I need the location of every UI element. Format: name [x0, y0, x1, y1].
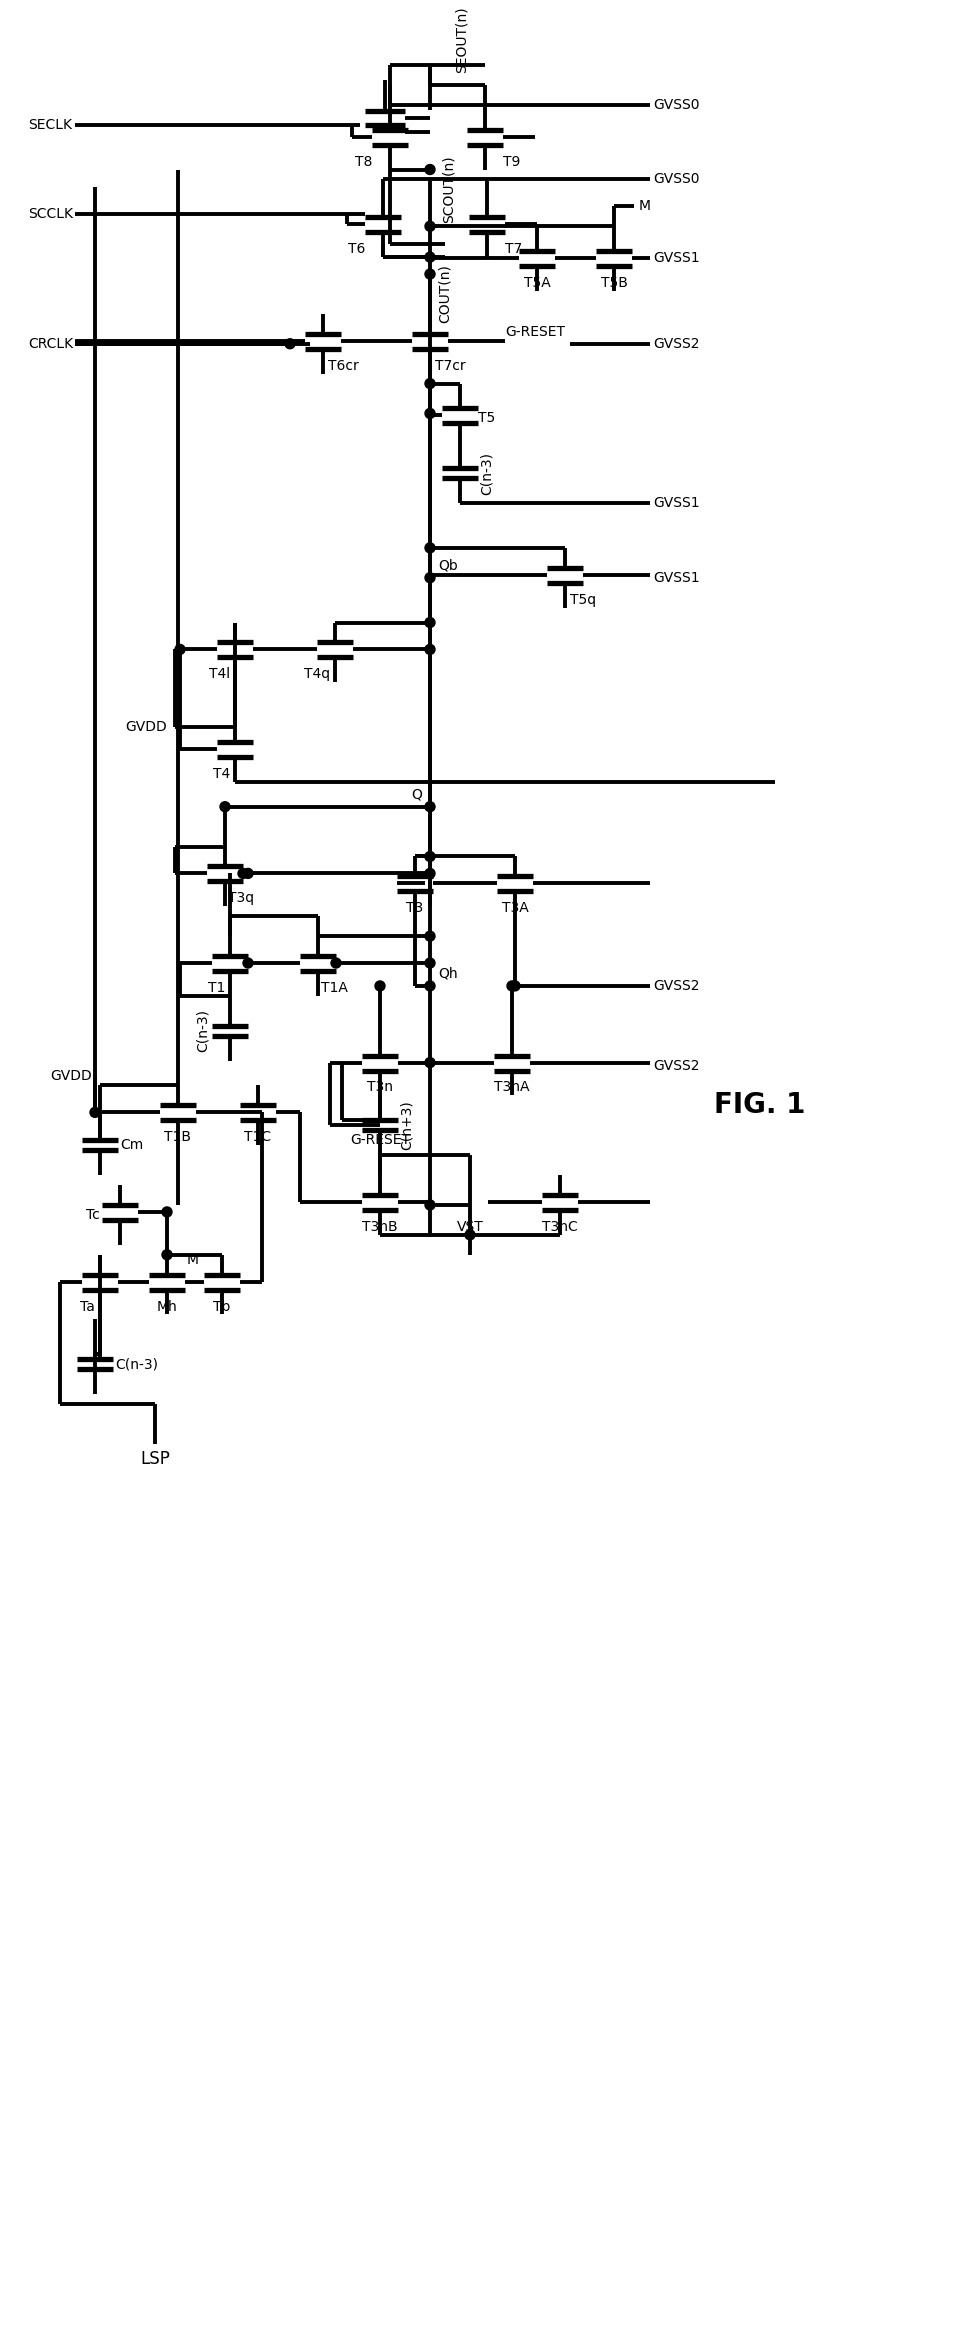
Circle shape	[425, 957, 435, 969]
Text: T1C: T1C	[244, 1130, 272, 1144]
Circle shape	[425, 644, 435, 654]
Text: T3nC: T3nC	[541, 1219, 577, 1233]
Circle shape	[330, 957, 341, 969]
Text: SECLK: SECLK	[28, 117, 72, 131]
Text: T5A: T5A	[523, 276, 550, 290]
Text: M: M	[187, 1252, 198, 1266]
Circle shape	[425, 572, 435, 584]
Circle shape	[425, 542, 435, 553]
Text: T4: T4	[213, 766, 230, 780]
Text: FIG. 1: FIG. 1	[713, 1090, 805, 1118]
Text: T1A: T1A	[320, 981, 348, 995]
Text: T3n: T3n	[366, 1081, 393, 1095]
Text: Qb: Qb	[438, 558, 457, 572]
Circle shape	[425, 869, 435, 878]
Circle shape	[162, 1207, 172, 1217]
Circle shape	[425, 981, 435, 990]
Text: T4l: T4l	[209, 668, 230, 682]
Text: GVSS0: GVSS0	[653, 98, 699, 112]
Circle shape	[242, 957, 253, 969]
Text: M: M	[638, 198, 651, 212]
Text: C(n-3): C(n-3)	[480, 451, 493, 495]
Circle shape	[284, 339, 295, 348]
Circle shape	[425, 1200, 435, 1210]
Text: CRCLK: CRCLK	[28, 336, 73, 350]
Text: T6cr: T6cr	[327, 360, 359, 374]
Text: GVSS2: GVSS2	[653, 336, 699, 350]
Text: VST: VST	[456, 1219, 483, 1233]
Text: T5q: T5q	[570, 593, 596, 607]
Text: Tb: Tb	[213, 1301, 231, 1315]
Text: GVDD: GVDD	[50, 1069, 92, 1083]
Text: SEOUT(n): SEOUT(n)	[454, 7, 469, 72]
Text: G-RESET: G-RESET	[350, 1132, 409, 1146]
Text: Q: Q	[410, 787, 421, 801]
Text: T3: T3	[406, 901, 423, 915]
Circle shape	[425, 852, 435, 862]
Circle shape	[506, 981, 517, 990]
Circle shape	[509, 981, 520, 990]
Text: T1B: T1B	[164, 1130, 191, 1144]
Text: Mh: Mh	[156, 1301, 177, 1315]
Text: Cm: Cm	[120, 1137, 143, 1151]
Text: GVSS1: GVSS1	[653, 495, 699, 509]
Text: T3nB: T3nB	[361, 1219, 398, 1233]
Text: C(n-3): C(n-3)	[115, 1357, 158, 1371]
Text: T7: T7	[504, 243, 522, 257]
Text: T3A: T3A	[501, 901, 528, 915]
Circle shape	[425, 616, 435, 628]
Circle shape	[464, 1231, 475, 1240]
Text: Qh: Qh	[438, 967, 457, 981]
Text: T5B: T5B	[600, 276, 627, 290]
Text: GVSS2: GVSS2	[653, 1058, 699, 1072]
Circle shape	[425, 1058, 435, 1067]
Circle shape	[425, 409, 435, 418]
Circle shape	[237, 869, 248, 878]
Circle shape	[162, 1249, 172, 1259]
Text: C(n+3): C(n+3)	[400, 1100, 413, 1151]
Text: GVSS2: GVSS2	[653, 978, 699, 992]
Text: T7cr: T7cr	[435, 360, 465, 374]
Text: COUT(n): COUT(n)	[438, 264, 451, 325]
Circle shape	[175, 644, 185, 654]
Text: T9: T9	[502, 154, 520, 168]
Text: T6: T6	[347, 243, 364, 257]
Circle shape	[90, 1107, 100, 1118]
Text: GVSS0: GVSS0	[653, 173, 699, 187]
Circle shape	[425, 801, 435, 813]
Circle shape	[220, 801, 230, 813]
Text: T4q: T4q	[304, 668, 329, 682]
Text: Ta: Ta	[80, 1301, 95, 1315]
Text: T8: T8	[355, 154, 371, 168]
Circle shape	[374, 981, 385, 990]
Text: GVSS1: GVSS1	[653, 252, 699, 266]
Text: T1: T1	[207, 981, 225, 995]
Text: C(n-3): C(n-3)	[195, 1009, 210, 1053]
Text: T5: T5	[478, 411, 494, 425]
Text: GVDD: GVDD	[125, 719, 167, 733]
Text: T3nA: T3nA	[493, 1081, 530, 1095]
Text: SCCLK: SCCLK	[28, 208, 73, 222]
Circle shape	[425, 378, 435, 388]
Text: GVSS1: GVSS1	[653, 570, 699, 584]
Text: T3q: T3q	[228, 892, 254, 906]
Text: Tc: Tc	[86, 1207, 100, 1221]
Circle shape	[425, 269, 435, 278]
Text: LSP: LSP	[140, 1450, 170, 1469]
Circle shape	[425, 222, 435, 231]
Circle shape	[425, 252, 435, 262]
Circle shape	[242, 869, 253, 878]
Circle shape	[425, 163, 435, 175]
Text: G-RESET: G-RESET	[504, 325, 565, 339]
Circle shape	[425, 932, 435, 941]
Text: SCOUT(n): SCOUT(n)	[442, 156, 455, 224]
